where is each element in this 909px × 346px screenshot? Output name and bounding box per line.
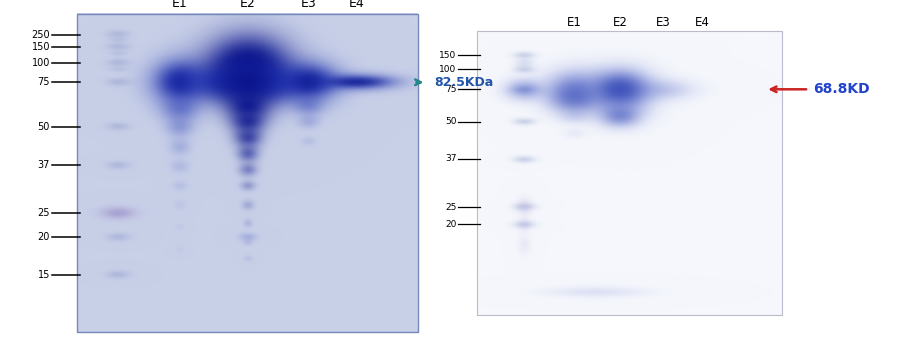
Text: 37: 37 xyxy=(445,154,456,163)
Text: E4: E4 xyxy=(695,16,710,29)
Text: 20: 20 xyxy=(37,232,50,242)
Text: 50: 50 xyxy=(37,122,50,132)
Text: 100: 100 xyxy=(439,65,456,74)
Text: 100: 100 xyxy=(32,58,50,68)
Text: E1: E1 xyxy=(172,0,187,10)
Text: 50: 50 xyxy=(445,117,456,126)
Text: 25: 25 xyxy=(37,208,50,218)
Text: 75: 75 xyxy=(37,77,50,87)
Text: E3: E3 xyxy=(655,16,670,29)
Bar xyxy=(77,14,418,332)
Text: 25: 25 xyxy=(445,202,456,211)
Text: 20: 20 xyxy=(445,220,456,229)
Text: 37: 37 xyxy=(37,160,50,170)
Text: E1: E1 xyxy=(567,16,582,29)
Text: 150: 150 xyxy=(32,42,50,52)
Text: E2: E2 xyxy=(613,16,628,29)
Text: E3: E3 xyxy=(301,0,317,10)
Text: E4: E4 xyxy=(349,0,365,10)
Text: 250: 250 xyxy=(32,29,50,39)
Text: 82.5KDa: 82.5KDa xyxy=(435,76,494,89)
Text: 68.8KD: 68.8KD xyxy=(814,82,870,96)
Text: 150: 150 xyxy=(439,51,456,60)
Text: 15: 15 xyxy=(37,270,50,280)
Bar xyxy=(477,31,782,315)
Text: E2: E2 xyxy=(240,0,255,10)
Text: 75: 75 xyxy=(445,85,456,94)
